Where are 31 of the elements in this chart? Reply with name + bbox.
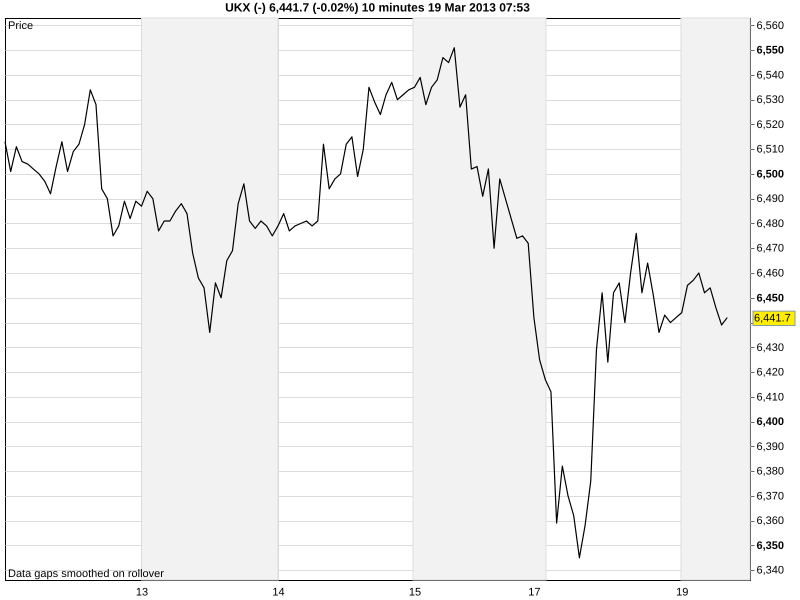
y-tick-label: 6,380 (756, 466, 784, 478)
y-tick-label: 6,520 (756, 118, 784, 131)
chart-title: UKX (-) 6,441.7 (-0.02%) 10 minutes 19 Mar 2013 07:53 (225, 0, 530, 14)
y-axis-title: Price (8, 20, 34, 32)
x-tick-label: 15 (408, 586, 422, 598)
y-tick-label: 6,350 (756, 540, 784, 552)
y-tick-label: 6,510 (756, 144, 784, 156)
y-tick-label: 6,410 (756, 391, 784, 404)
x-tick-label: 13 (136, 586, 148, 598)
y-tick-label: 6,480 (756, 218, 784, 230)
y-tick-label: 6,500 (756, 168, 784, 180)
y-tick-label: 6,550 (756, 44, 784, 57)
y-tick-label: 6,450 (756, 292, 784, 304)
x-tick-label: 19 (676, 586, 688, 598)
y-tick-label: 6,470 (756, 242, 784, 255)
y-tick-label: 6,340 (756, 564, 784, 577)
y-tick-label: 6,370 (756, 490, 784, 502)
x-tick-label: 17 (528, 586, 541, 598)
y-tick-label: 6,530 (756, 94, 784, 106)
annotation: Data gaps smoothed on rollover (8, 568, 164, 580)
y-tick-label: 6,400 (756, 416, 784, 428)
y-tick-label: 6,430 (756, 342, 784, 354)
y-tick-label: 6,390 (756, 440, 784, 453)
y-tick-label: 6,490 (756, 193, 784, 206)
y-tick-label: 6,360 (756, 515, 784, 528)
annotation: 6,441.7 (754, 312, 791, 324)
y-tick-label: 6,540 (756, 69, 784, 82)
y-tick-label: 6,460 (756, 268, 784, 280)
y-tick-label: 6,420 (756, 366, 784, 379)
y-tick-label: 6,560 (756, 20, 784, 32)
x-tick-label: 14 (272, 586, 285, 598)
